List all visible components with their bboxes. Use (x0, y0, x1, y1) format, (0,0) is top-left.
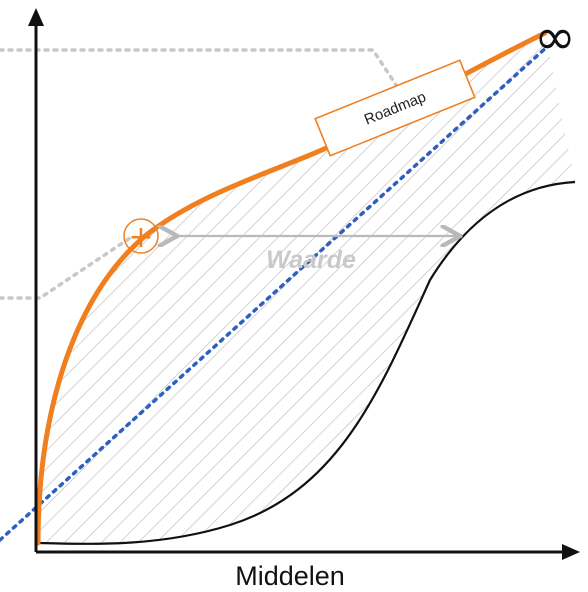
x-axis-label: Middelen (235, 561, 345, 591)
blue-dotted-line (0, 44, 550, 542)
hatched-value-area (38, 33, 575, 544)
grey-dotted-lower-line (0, 236, 132, 300)
grey-dotted-upper-line (0, 48, 400, 90)
y-axis-arrow-icon (28, 8, 44, 26)
black-lower-curve (37, 180, 576, 545)
plus-marker-symbol: + (128, 220, 153, 255)
x-axis-arrow-icon (562, 544, 580, 560)
waarde-label: Waarde (266, 246, 356, 274)
infinity-symbol: ∞ (534, 8, 576, 66)
